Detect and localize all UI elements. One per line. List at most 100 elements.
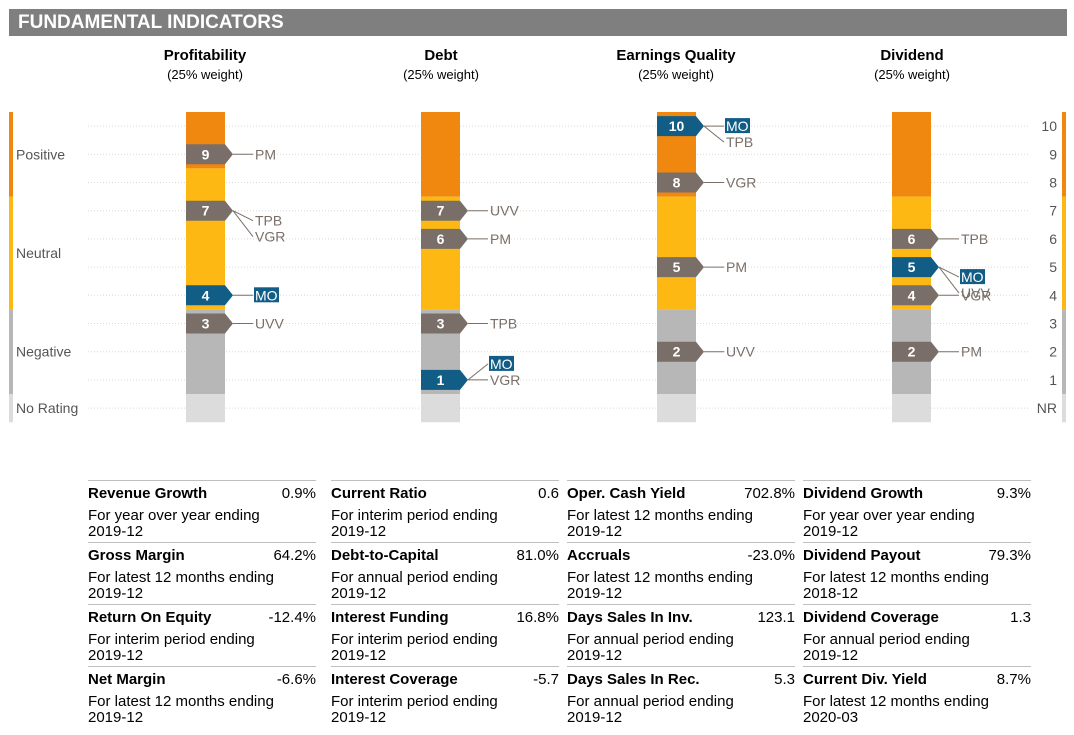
- y-tick-label: 5: [1049, 259, 1057, 275]
- category-label-neutral: Neutral: [16, 245, 61, 261]
- indicator-desc: For year over year ending 2019-12: [88, 507, 260, 540]
- score-marker-label: 1: [437, 372, 445, 388]
- category-strip-left: [9, 394, 13, 423]
- score-marker-label: 5: [673, 259, 681, 275]
- category-strip-left: [9, 196, 13, 310]
- indicator-name: Interest Funding: [331, 609, 449, 626]
- indicator-desc: For interim period ending 2019-12: [331, 693, 498, 726]
- indicator-desc: For latest 12 months ending 2020-03: [803, 693, 989, 726]
- indicator-row: Days Sales In Inv. 123.1 For annual period…: [567, 604, 795, 666]
- column-weight-profitability: (25% weight): [167, 67, 243, 82]
- score-marker-label: 6: [437, 231, 445, 247]
- indicator-value: 9.3%: [996, 485, 1031, 502]
- y-tick-label: 6: [1049, 231, 1057, 247]
- leader-line: [232, 210, 254, 222]
- score-marker-label: 8: [673, 175, 681, 191]
- indicator-row: Gross Margin 64.2% For latest 12 months en…: [88, 542, 316, 604]
- indicator-value: 79.3%: [988, 547, 1031, 564]
- ticker-label-mo: MO: [490, 356, 513, 372]
- indicator-row: Days Sales In Rec. 5.3 For annual period e…: [567, 666, 795, 728]
- score-marker-label: 3: [437, 316, 445, 332]
- indicator-row: Dividend Payout 79.3% For latest 12 months…: [803, 542, 1031, 604]
- leader-line: [467, 363, 489, 381]
- section-header: FUNDAMENTAL INDICATORS: [9, 9, 1067, 36]
- ticker-label-vgr: VGR: [255, 229, 285, 245]
- indicator-row: Revenue Growth 0.9% For year over year end…: [88, 480, 316, 542]
- score-marker: [657, 172, 704, 193]
- category-label-negative: Negative: [16, 344, 71, 360]
- score-marker-label: 7: [202, 203, 210, 219]
- bar-segment: [421, 112, 460, 197]
- score-marker: [421, 369, 468, 390]
- indicator-name: Gross Margin: [88, 547, 185, 564]
- indicator-name: Accruals: [567, 547, 631, 564]
- column-title-debt: Debt: [424, 47, 458, 64]
- y-tick-label: 10: [1041, 118, 1057, 134]
- indicator-desc: For year over year ending 2019-12: [803, 507, 975, 540]
- score-marker: [186, 144, 233, 165]
- score-marker: [892, 341, 939, 362]
- table-earnings-quality: Oper. Cash Yield 702.8% For latest 12 mont…: [567, 480, 795, 728]
- indicator-value: 1.3: [1010, 609, 1031, 626]
- bar-segment: [421, 394, 460, 423]
- indicator-value: 702.8%: [744, 485, 795, 502]
- score-marker: [657, 341, 704, 362]
- bar-segment: [892, 394, 931, 423]
- ticker-label-pm: PM: [961, 344, 982, 360]
- indicator-value: 5.3: [774, 671, 795, 688]
- ticker-label-tpb: TPB: [726, 134, 753, 150]
- score-marker: [892, 285, 939, 306]
- indicator-row: Debt-to-Capital 81.0% For annual period en…: [331, 542, 559, 604]
- indicator-value: -12.4%: [268, 609, 316, 626]
- score-marker-label: 5: [908, 259, 916, 275]
- y-tick-label: 1: [1049, 372, 1057, 388]
- column-title-profitability: Profitability: [163, 47, 247, 64]
- indicator-row: Current Ratio 0.6 For interim period endin…: [331, 480, 559, 542]
- indicator-desc: For latest 12 months ending 2019-12: [567, 569, 753, 602]
- score-marker: [186, 285, 233, 306]
- indicator-desc: For latest 12 months ending 2019-12: [567, 507, 753, 540]
- indicator-name: Dividend Payout: [803, 547, 921, 564]
- bar-segment: [186, 394, 225, 423]
- column-weight-dividend: (25% weight): [874, 67, 950, 82]
- ticker-label-vgr: VGR: [726, 175, 756, 191]
- category-strip-right: [1062, 394, 1066, 423]
- score-marker: [892, 257, 939, 278]
- indicator-row: Interest Funding 16.8% For interim period …: [331, 604, 559, 666]
- ticker-label-mo: MO: [961, 269, 984, 285]
- ticker-label-pm: PM: [490, 231, 511, 247]
- ticker-label-tpb: TPB: [255, 213, 282, 229]
- category-strip-left: [9, 309, 13, 394]
- category-strip-right: [1062, 309, 1066, 394]
- indicator-value: 8.7%: [996, 671, 1031, 688]
- ticker-highlight-box: [725, 118, 750, 134]
- indicator-value: -23.0%: [747, 547, 795, 564]
- y-tick-label: 3: [1049, 316, 1057, 332]
- score-marker: [657, 257, 704, 278]
- score-marker-label: 3: [202, 316, 210, 332]
- indicator-name: Return On Equity: [88, 609, 212, 626]
- indicator-row: Dividend Growth 9.3% For year over year en…: [803, 480, 1031, 542]
- indicator-desc: For interim period ending 2019-12: [331, 507, 498, 540]
- bar-segment: [892, 112, 931, 197]
- column-weight-debt: (25% weight): [403, 67, 479, 82]
- ticker-label-pm: PM: [726, 259, 747, 275]
- leader-line: [938, 266, 960, 294]
- indicator-row: Interest Coverage -5.7 For interim period …: [331, 666, 559, 728]
- indicator-desc: For annual period ending 2019-12: [803, 631, 970, 664]
- score-marker: [421, 200, 468, 221]
- indicator-row: Current Div. Yield 8.7% For latest 12 mont…: [803, 666, 1031, 728]
- ticker-label-tpb: TPB: [490, 316, 517, 332]
- indicator-row: Accruals -23.0% For latest 12 months endin…: [567, 542, 795, 604]
- leader-line: [703, 125, 725, 143]
- indicator-row: Oper. Cash Yield 702.8% For latest 12 mont…: [567, 480, 795, 542]
- score-marker-label: 2: [673, 344, 681, 360]
- score-marker-label: 10: [669, 118, 685, 134]
- indicator-desc: For annual period ending 2019-12: [567, 693, 734, 726]
- indicator-desc: For latest 12 months ending 2019-12: [88, 569, 274, 602]
- y-tick-label: 9: [1049, 146, 1057, 162]
- indicator-desc: For interim period ending 2019-12: [88, 631, 255, 664]
- ticker-label-vgr: VGR: [490, 372, 520, 388]
- leader-line: [938, 266, 960, 278]
- ticker-highlight-box: [254, 287, 279, 303]
